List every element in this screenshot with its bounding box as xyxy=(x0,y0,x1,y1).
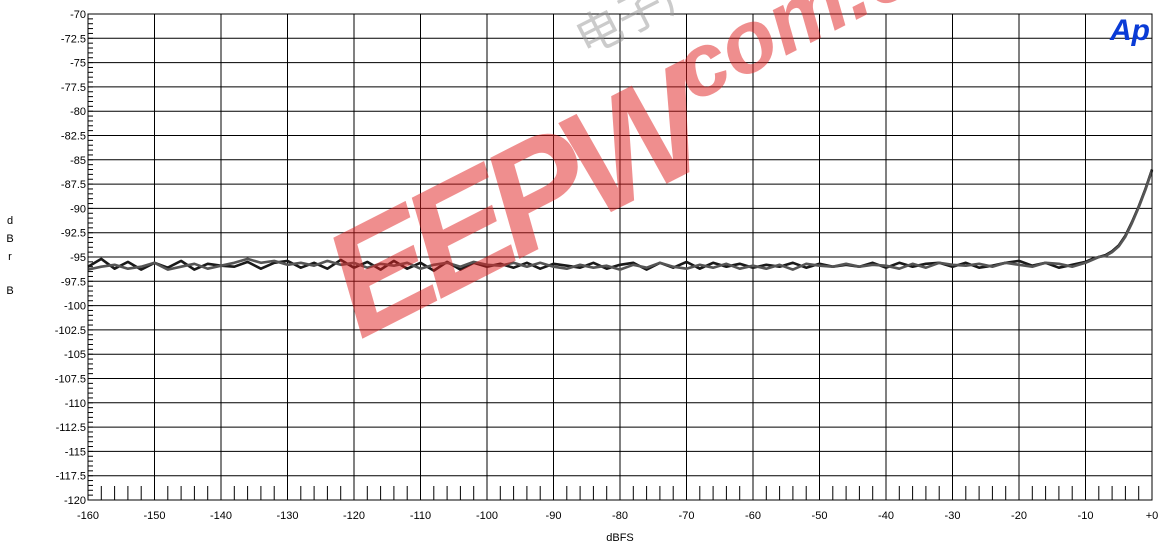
x-tick-label: -20 xyxy=(1011,510,1027,522)
y-tick-label: -110 xyxy=(65,398,86,410)
y-axis-title-char: d xyxy=(7,215,13,227)
x-tick-label: -150 xyxy=(143,510,165,522)
x-tick-label: -40 xyxy=(878,510,894,522)
y-tick-label: -97.5 xyxy=(61,276,86,288)
x-tick-label: -130 xyxy=(276,510,298,522)
y-tick-label: -102.5 xyxy=(55,325,86,337)
plot-frame xyxy=(87,13,1153,501)
y-axis-title-char: B xyxy=(6,233,13,245)
x-tick-label: -140 xyxy=(210,510,232,522)
y-tick-label: -90 xyxy=(70,203,86,215)
x-tick-label: -160 xyxy=(77,510,99,522)
x-tick-label: -60 xyxy=(745,510,761,522)
y-tick-label: -80 xyxy=(70,106,86,118)
y-tick-label: -105 xyxy=(64,349,86,361)
y-tick-labels: -70 -72.5 -75 -77.5 -80 -82.5 -85 -87.5 -90 -92.5… xyxy=(55,9,86,507)
y-tick-label: -82.5 xyxy=(61,131,86,143)
x-tick-labels: -160 -150 -140 -130 -120 -110 -100 -90 -80 -70 -60… xyxy=(77,510,1158,522)
x-tick-label: -120 xyxy=(343,510,365,522)
x-tick-label: -110 xyxy=(410,510,431,522)
y-tick-label: -72.5 xyxy=(61,33,86,45)
y-tick-label: -100 xyxy=(64,301,86,313)
y-tick-label: -107.5 xyxy=(55,374,86,386)
y-tick-label: -95 xyxy=(70,252,86,264)
x-tick-label: -70 xyxy=(679,510,695,522)
x-tick-label: +0 xyxy=(1146,510,1159,522)
y-axis-title-char: r xyxy=(8,251,12,263)
y-tick-label: -112.5 xyxy=(56,422,86,434)
y-tick-label: -77.5 xyxy=(61,82,86,94)
x-tick-label: -100 xyxy=(476,510,498,522)
x-tick-label: -30 xyxy=(945,510,961,522)
y-axis-title-char: B xyxy=(6,285,13,297)
y-tick-label: -70 xyxy=(70,9,86,21)
x-tick-label: -90 xyxy=(546,510,562,522)
y-tick-label: -87.5 xyxy=(61,179,86,191)
y-tick-label: -85 xyxy=(70,155,86,167)
x-tick-label: -50 xyxy=(812,510,828,522)
series-layer xyxy=(87,169,1154,272)
ap-logo: Ap xyxy=(1109,14,1150,47)
y-tick-label: -117.5 xyxy=(56,471,86,483)
y-axis-title: d B r B xyxy=(6,215,13,297)
y-tick-label: -92.5 xyxy=(61,228,86,240)
x-axis-title: dBFS xyxy=(606,532,634,544)
x-tick-label: -80 xyxy=(612,510,628,522)
y-tick-label: -115 xyxy=(65,446,86,458)
series-line-2 xyxy=(87,170,1154,271)
y-tick-label: -75 xyxy=(70,58,86,70)
x-tick-label: -10 xyxy=(1078,510,1094,522)
y-tick-label: -120 xyxy=(64,495,86,507)
